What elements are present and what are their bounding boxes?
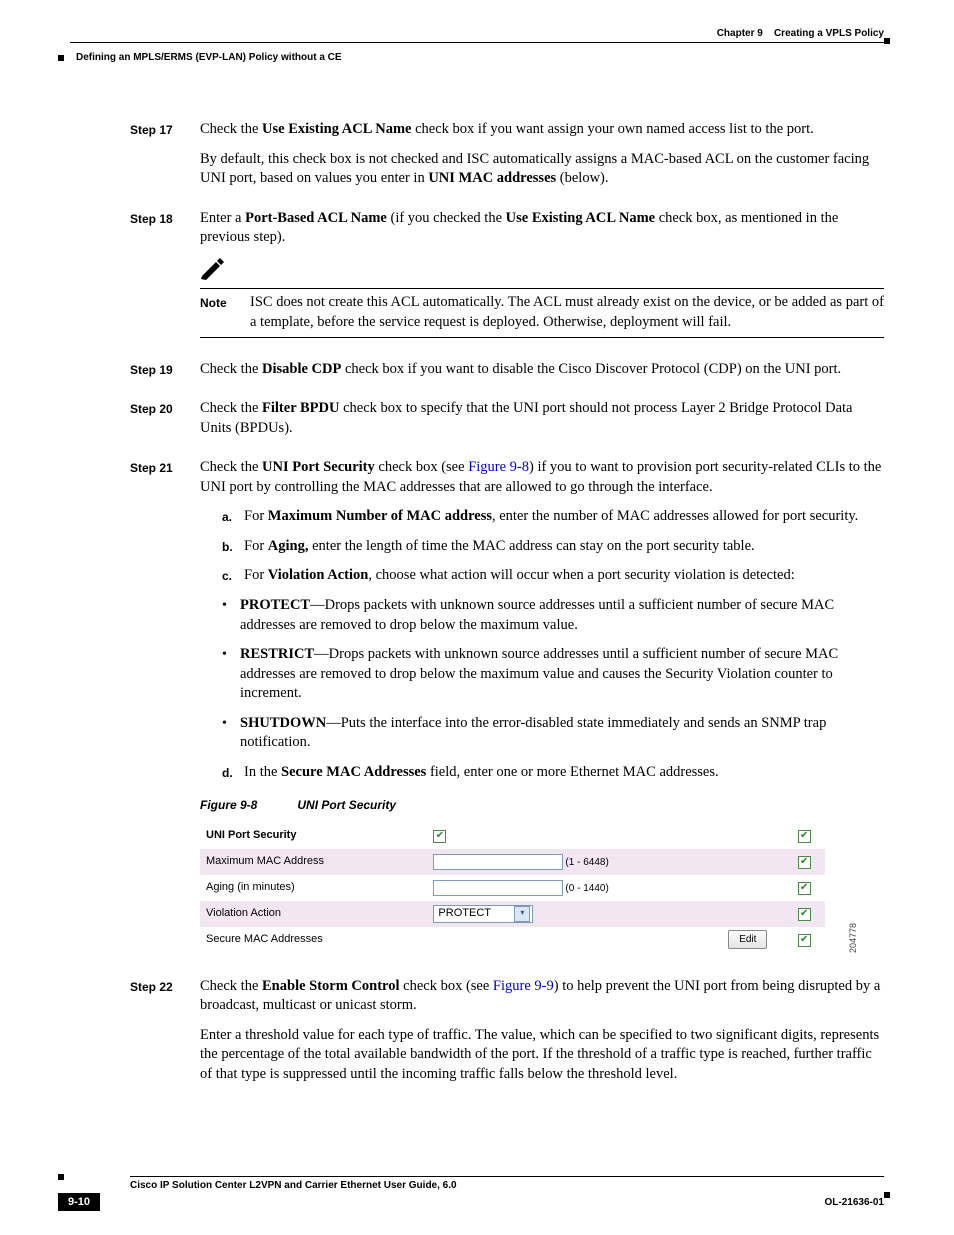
note-rule-bottom (200, 337, 884, 338)
uni-port-security-table: UNI Port Security ✔ ✔ Maximum MAC Addres… (200, 823, 825, 953)
editable-checkbox[interactable]: ✔ (798, 856, 811, 869)
sub-list: a. For Maximum Number of MAC address, en… (222, 507, 884, 586)
note-rule-top (200, 288, 884, 289)
sub-item-d: d. In the Secure MAC Addresses field, en… (222, 763, 884, 783)
step-body: Check the Disable CDP check box if you w… (200, 360, 884, 390)
sub-list-d: d. In the Secure MAC Addresses field, en… (222, 763, 884, 783)
step-body: Check the UNI Port Security check box (s… (200, 458, 884, 953)
step-paragraph: Enter a threshold value for each type of… (200, 1026, 884, 1085)
bullet-protect: • PROTECT—Drops packets with unknown sou… (222, 596, 884, 635)
step-label: Step 21 (130, 458, 200, 953)
page-number: 9-10 (58, 1193, 100, 1211)
edit-button[interactable]: Edit (728, 930, 767, 950)
step-17: Step 17 Check the Use Existing ACL Name … (130, 120, 884, 199)
range-text: (1 - 6448) (565, 857, 608, 868)
footer-book-title: Cisco IP Solution Center L2VPN and Carri… (130, 1180, 457, 1191)
header-chapter: Chapter 9 Creating a VPLS Policy (717, 28, 884, 39)
header-right-marker (884, 38, 890, 44)
sub-item-c: c. For Violation Action, choose what act… (222, 566, 884, 586)
select-value: PROTECT (438, 906, 491, 921)
figure-number: Figure 9-8 (200, 798, 257, 812)
row-label: Aging (in minutes) (200, 875, 427, 901)
step-body: Enter a Port-Based ACL Name (if you chec… (200, 209, 884, 350)
step-label: Step 17 (130, 120, 200, 199)
figure-title: UNI Port Security (297, 798, 396, 812)
violation-action-select[interactable]: PROTECT ▾ (433, 905, 533, 923)
page: Chapter 9 Creating a VPLS Policy Definin… (0, 0, 954, 1235)
step-label: Step 22 (130, 977, 200, 1095)
footer-rule (130, 1176, 884, 1177)
editable-checkbox[interactable]: ✔ (798, 908, 811, 921)
figure-link[interactable]: Figure 9-8 (468, 459, 529, 475)
row-label: Violation Action (200, 901, 427, 927)
header-section: Defining an MPLS/ERMS (EVP-LAN) Policy w… (76, 52, 342, 63)
step-label: Step 19 (130, 360, 200, 390)
content: Step 17 Check the Use Existing ACL Name … (130, 120, 884, 1105)
row-label: Secure MAC Addresses (200, 927, 427, 953)
step-22: Step 22 Check the Enable Storm Control c… (130, 977, 884, 1095)
step-body: Check the Enable Storm Control check box… (200, 977, 884, 1095)
chevron-down-icon: ▾ (514, 906, 530, 922)
editable-checkbox[interactable]: ✔ (798, 830, 811, 843)
header-rule (70, 42, 884, 43)
editable-checkbox[interactable]: ✔ (798, 882, 811, 895)
step-18: Step 18 Enter a Port-Based ACL Name (if … (130, 209, 884, 350)
row-label: UNI Port Security (200, 823, 427, 849)
footer-docnum: OL-21636-01 (825, 1197, 884, 1208)
max-mac-input[interactable] (433, 854, 563, 870)
step-label: Step 20 (130, 399, 200, 448)
step-20: Step 20 Check the Filter BPDU check box … (130, 399, 884, 448)
figure-caption: Figure 9-8 UNI Port Security (200, 797, 884, 813)
pencil-icon (200, 258, 226, 287)
row-label: Maximum MAC Address (200, 849, 427, 875)
header-left-marker (58, 55, 64, 61)
note-label: Note (200, 293, 250, 332)
figure-link[interactable]: Figure 9-9 (493, 978, 554, 994)
footer-right-marker (884, 1192, 890, 1198)
step-body: Check the Use Existing ACL Name check bo… (200, 120, 884, 199)
header-chapter-num: Chapter 9 (717, 28, 763, 39)
sub-item-b: b. For Aging, enter the length of time t… (222, 537, 884, 557)
step-label: Step 18 (130, 209, 200, 350)
figure-9-8: UNI Port Security ✔ ✔ Maximum MAC Addres… (200, 823, 845, 953)
note-text: ISC does not create this ACL automatical… (250, 293, 884, 332)
range-text: (0 - 1440) (565, 883, 608, 894)
bullet-shutdown: • SHUTDOWN—Puts the interface into the e… (222, 714, 884, 753)
step-21: Step 21 Check the UNI Port Security chec… (130, 458, 884, 953)
header-chapter-title: Creating a VPLS Policy (774, 28, 884, 39)
bullet-restrict: • RESTRICT—Drops packets with unknown so… (222, 645, 884, 704)
bullet-list: • PROTECT—Drops packets with unknown sou… (222, 596, 884, 753)
footer-left-marker (58, 1174, 64, 1180)
uni-port-security-checkbox[interactable]: ✔ (433, 830, 446, 843)
step-body: Check the Filter BPDU check box to speci… (200, 399, 884, 448)
figure-id-number: 204778 (847, 923, 859, 953)
step-19: Step 19 Check the Disable CDP check box … (130, 360, 884, 390)
editable-checkbox[interactable]: ✔ (798, 934, 811, 947)
note-block: Note ISC does not create this ACL automa… (200, 258, 884, 338)
aging-input[interactable] (433, 880, 563, 896)
sub-item-a: a. For Maximum Number of MAC address, en… (222, 507, 884, 527)
